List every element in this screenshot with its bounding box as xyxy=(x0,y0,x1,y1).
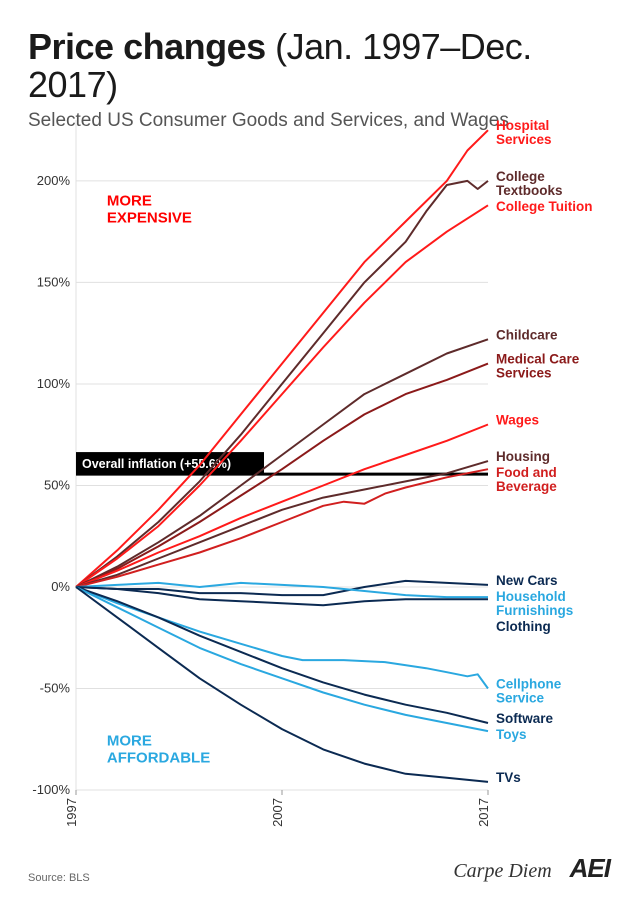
series-label: Services xyxy=(496,366,552,381)
series-label: Toys xyxy=(496,727,527,742)
x-tick-label: 1997 xyxy=(64,798,79,827)
y-tick-label: -50% xyxy=(40,680,71,695)
y-tick-label: 100% xyxy=(37,376,71,391)
annotation: MORE xyxy=(107,192,152,209)
chart: -100% -50% 0% 50% 100% 150% 200% 1997 2007 2017 MO… xyxy=(28,110,608,830)
annotation: EXPENSIVE xyxy=(107,209,192,226)
series-label: Hospital xyxy=(496,118,549,133)
series-label: Services xyxy=(496,132,552,147)
footer: Source: BLS Carpe Diem AEI xyxy=(28,853,610,884)
series-label: Housing xyxy=(496,449,550,464)
series-label: Household xyxy=(496,589,566,604)
y-tick-label: 0% xyxy=(51,579,70,594)
y-tick-label: -100% xyxy=(32,782,70,797)
x-tick-label: 2007 xyxy=(270,798,285,827)
chart-svg: -100% -50% 0% 50% 100% 150% 200% 1997 2007 2017 MO… xyxy=(28,110,608,830)
page: Price changes (Jan. 1997–Dec. 2017) Sele… xyxy=(0,0,630,900)
brand-aei: AEI xyxy=(570,853,610,884)
series-label: TVs xyxy=(496,770,521,785)
x-tick-label: 2017 xyxy=(476,798,491,827)
series-label: College xyxy=(496,169,545,184)
brands: Carpe Diem AEI xyxy=(453,853,610,884)
y-tick-label: 200% xyxy=(37,173,71,188)
page-title: Price changes (Jan. 1997–Dec. 2017) xyxy=(28,28,610,104)
series-line xyxy=(76,461,488,587)
series-label: Software xyxy=(496,711,554,726)
inflation-label: Overall inflation (+55.6%) xyxy=(82,457,231,471)
series-line xyxy=(76,469,488,587)
series-label: Medical Care xyxy=(496,352,580,367)
series-label: Wages xyxy=(496,413,539,428)
series-label: Childcare xyxy=(496,327,558,342)
annotation: AFFORDABLE xyxy=(107,749,210,766)
annotation: MORE xyxy=(107,732,152,749)
series-line xyxy=(76,425,488,588)
series-label: Textbooks xyxy=(496,183,563,198)
series-label: College Tuition xyxy=(496,199,593,214)
y-tick-label: 150% xyxy=(37,274,71,289)
y-tick-label: 50% xyxy=(44,477,70,492)
source-label: Source: BLS xyxy=(28,872,90,884)
brand-carpe-diem: Carpe Diem xyxy=(453,860,551,883)
title-bold: Price changes xyxy=(28,26,266,67)
series-label: Beverage xyxy=(496,479,557,494)
series-label: Clothing xyxy=(496,619,551,634)
series-label: New Cars xyxy=(496,573,558,588)
series-label: Food and xyxy=(496,465,557,480)
series-label: Furnishings xyxy=(496,603,573,618)
series-label: Cellphone xyxy=(496,676,562,691)
series-label: Service xyxy=(496,690,545,705)
